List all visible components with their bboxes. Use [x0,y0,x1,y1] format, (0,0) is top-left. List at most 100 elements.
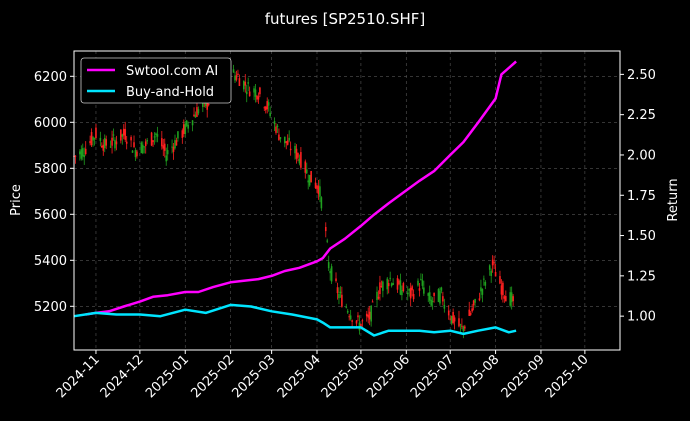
candle-body [197,109,200,114]
candle-body [269,112,271,117]
candle-body [431,300,434,303]
candle-body [314,182,317,189]
y-tick-label-left: 5400 [34,254,67,269]
candle-body [294,145,296,154]
y-tick-label-left: 5600 [34,208,67,223]
candle-body [412,294,415,300]
series-line-0 [85,60,517,316]
candle-body [471,308,473,312]
candle-body [371,301,374,303]
candle-body [338,293,340,299]
candle-body [79,151,81,155]
candle-body [307,180,310,183]
candle-body [319,186,321,197]
candle-body [450,315,453,324]
candle-body [462,326,465,332]
candle-body [377,296,380,299]
candle-body [365,313,368,317]
candle-body [156,134,159,137]
legend-box [80,57,232,104]
candle-body [433,292,435,296]
candle-body [490,270,492,276]
candle-body [468,309,471,316]
candle-body [114,139,116,149]
candle-body [80,149,83,159]
candle-body [102,144,105,151]
candle-body [84,148,87,154]
candle-body [327,262,330,269]
candle-body [398,280,400,285]
candle-body [235,75,238,80]
candle-body [105,139,108,146]
plot-frame [73,50,621,351]
candle-body [193,114,195,117]
candle-body [399,280,402,295]
candle-body [297,153,299,158]
y-tick-label-left: 5800 [34,162,67,177]
candle-body [376,291,378,301]
candle-body [267,102,270,106]
candle-body [428,292,431,301]
candle-body [512,296,514,302]
candle-body [155,133,157,136]
candle-body [263,107,266,109]
legend: Swtool.com AI Buy-and-Hold [80,57,232,104]
y-tick-label-right: 1.00 [627,310,656,325]
candle-body [449,318,451,320]
candle-body [488,265,491,270]
candle-body [480,287,482,292]
y-tick-label-right: 2.50 [627,68,656,83]
candle-body [452,312,454,324]
candle-body [115,141,118,145]
y-tick-label-left: 5200 [34,300,67,315]
candle-body [484,281,487,286]
candle-body [264,106,267,111]
candle-body [194,114,197,118]
candle-body [196,107,198,117]
candle-body [172,146,175,152]
candle-body [440,287,443,291]
candle-body [345,306,348,308]
y-tick-label-left: 6200 [34,70,67,85]
y-tick-label-right: 2.00 [627,148,656,163]
candle-body [355,320,358,324]
candle-body [111,137,113,146]
y-axis-left: 5200 5400 5600 5800 6000 6200 [34,70,74,315]
candle-body [329,270,331,274]
candle-body [237,73,239,75]
candle-body [245,91,248,95]
candle-body [247,82,249,84]
candle-body [351,320,353,322]
candle-body [330,266,333,282]
candle-body [187,124,189,129]
candle-body [244,81,247,86]
candle-body [279,137,282,139]
candle-body [259,87,261,95]
candle-body [202,103,204,107]
candle-body [99,137,102,142]
candle-body [360,323,362,328]
candle-body [430,299,432,306]
candle-body [185,120,188,126]
candle-body [409,287,412,299]
candle-body [288,137,290,141]
candle-body [131,150,134,153]
candle-body [324,227,327,232]
candle-body [447,310,450,316]
candle-body [493,262,495,264]
candle-body [401,290,403,296]
candle-body [386,278,389,290]
candle-body [348,316,350,318]
candle-body [423,287,425,294]
candle-body [93,138,96,140]
candle-body [89,141,91,144]
candle-body [304,161,307,173]
candle-body [153,136,156,138]
candle-body [275,126,277,133]
candle-body [171,146,173,148]
candle-body [81,148,84,157]
candle-body [278,134,280,141]
candle-body [474,299,476,303]
y-tick-label-left: 6000 [34,116,67,131]
candle-body [143,146,146,148]
